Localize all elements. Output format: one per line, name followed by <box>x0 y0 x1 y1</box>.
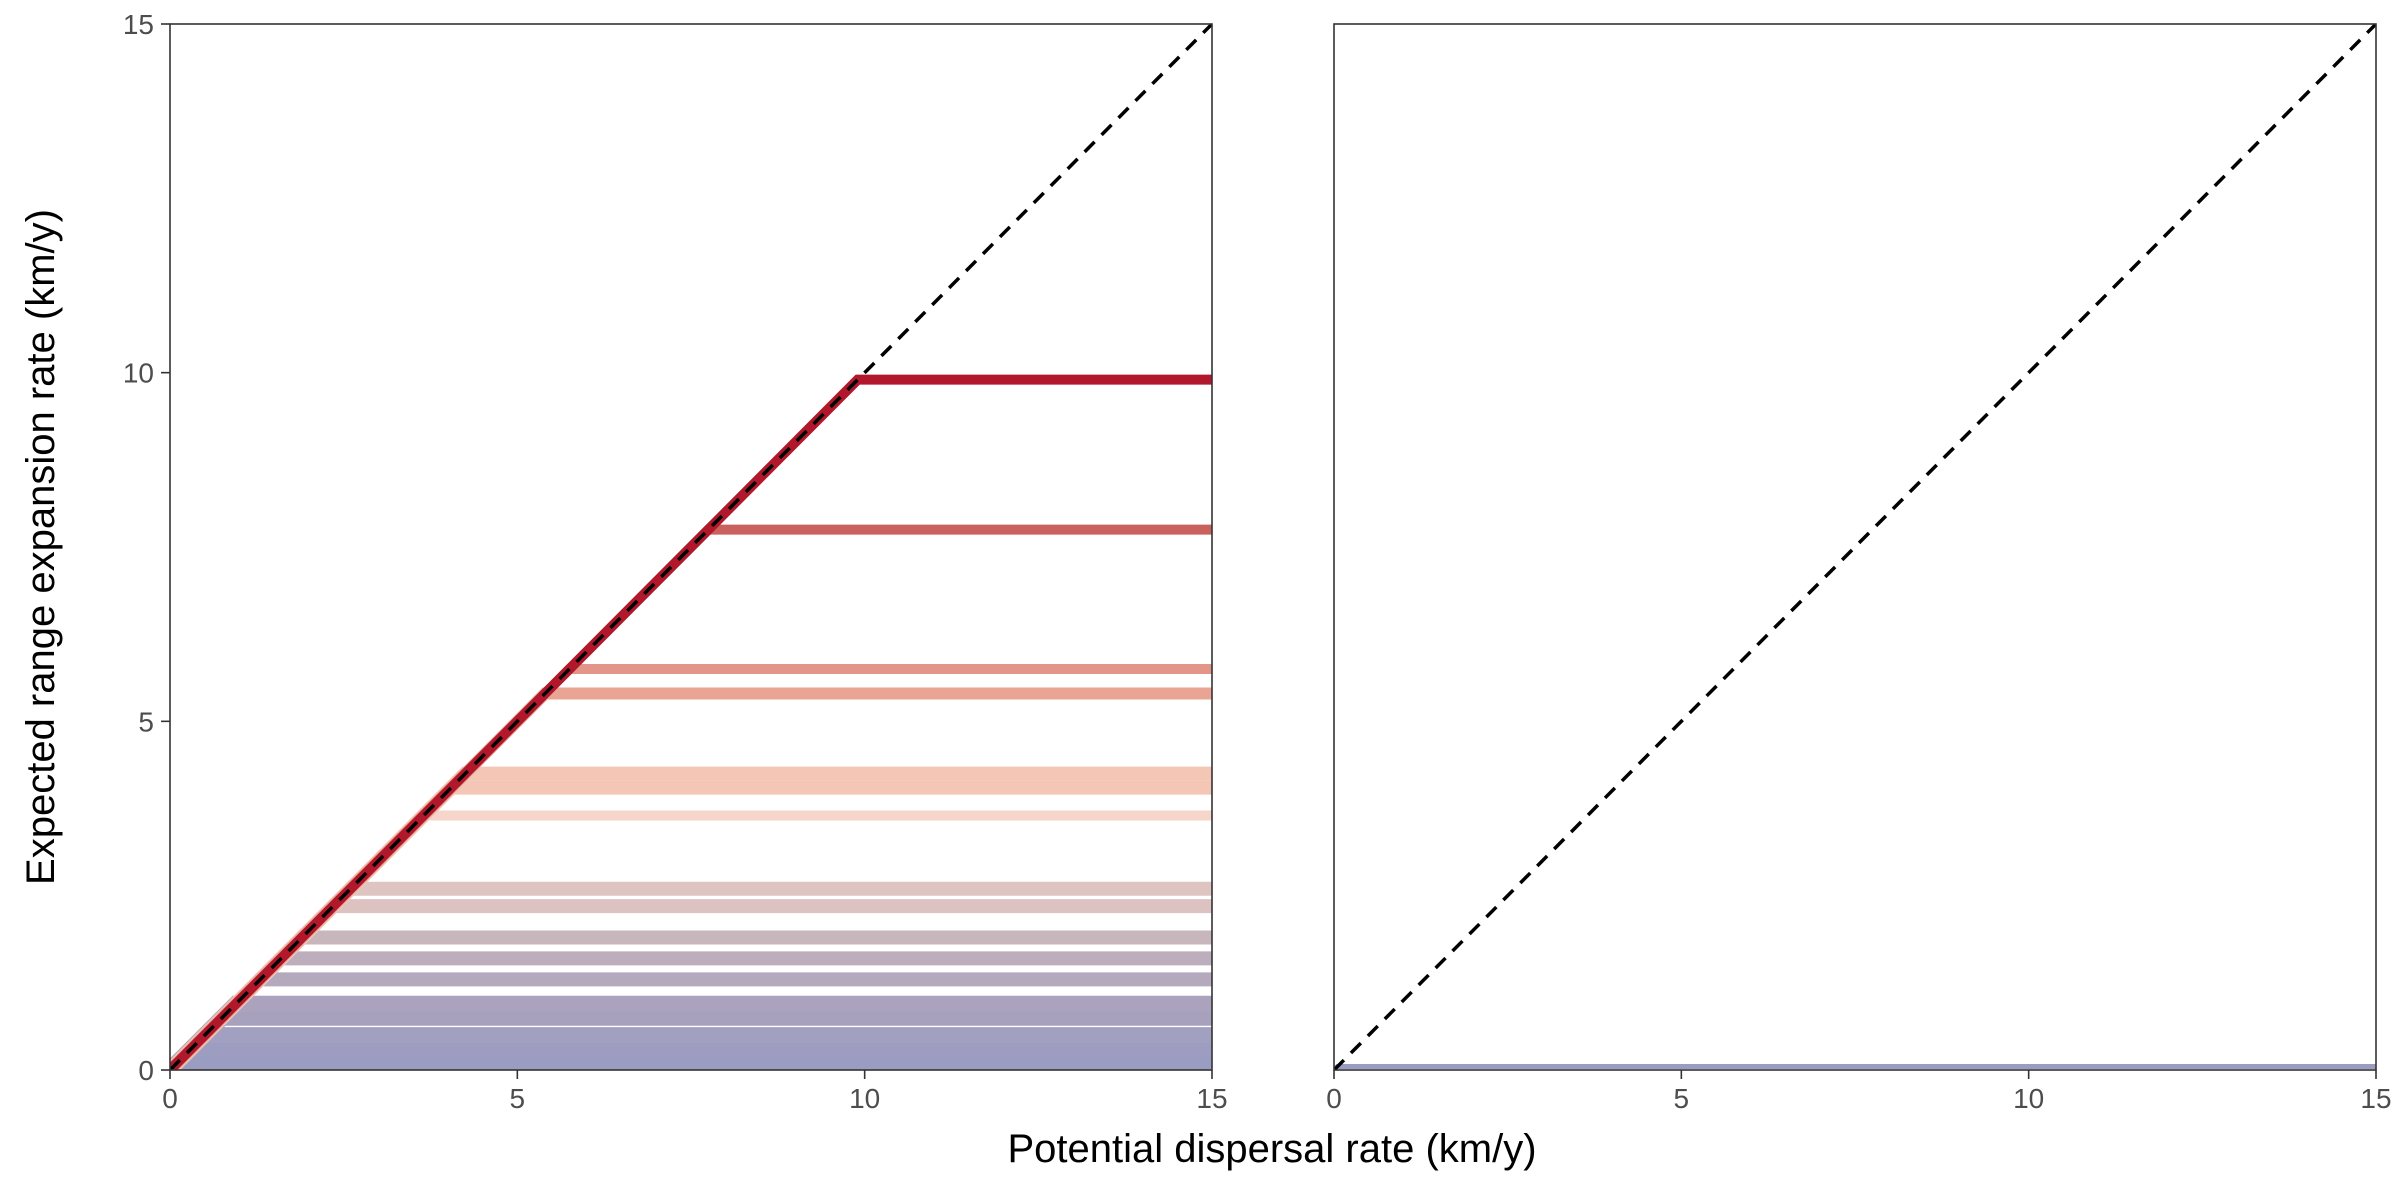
x-axis-title: Potential dispersal rate (km/y) <box>1007 1127 1536 1171</box>
series-line-1 <box>170 374 1212 1070</box>
panel-right-plot-area <box>1334 24 2376 1070</box>
x-tick-label: 0 <box>162 1083 178 1114</box>
reference-line-1to1 <box>170 24 1212 1070</box>
x-tick-label: 10 <box>849 1083 880 1114</box>
panel-left-plot-area <box>170 24 1212 1070</box>
panel-border <box>1333 23 2377 1071</box>
panel-left: 0 5 10 15 0 5 10 15 <box>123 9 1228 1114</box>
x-tick-label: 15 <box>1196 1083 1227 1114</box>
x-tick-label: 0 <box>1326 1083 1342 1114</box>
y-tick-label: 10 <box>123 358 154 389</box>
y-tick-label: 15 <box>123 9 154 40</box>
x-tick-label: 10 <box>2013 1083 2044 1114</box>
y-axis-title: Expected range expansion rate (km/y) <box>19 209 63 885</box>
series-line-17 <box>170 1053 1212 1070</box>
panel-border <box>169 23 1213 1071</box>
x-tick-label: 15 <box>2360 1083 2391 1114</box>
series-line-2 <box>170 524 1212 1070</box>
x-tick-label: 5 <box>1674 1083 1690 1114</box>
y-tick-label: 0 <box>138 1055 154 1086</box>
reference-line-1to1 <box>1334 24 2376 1070</box>
panel-right: 0 5 10 15 <box>1326 23 2392 1114</box>
x-tick-label: 5 <box>510 1083 526 1114</box>
y-tick-label: 5 <box>138 706 154 737</box>
